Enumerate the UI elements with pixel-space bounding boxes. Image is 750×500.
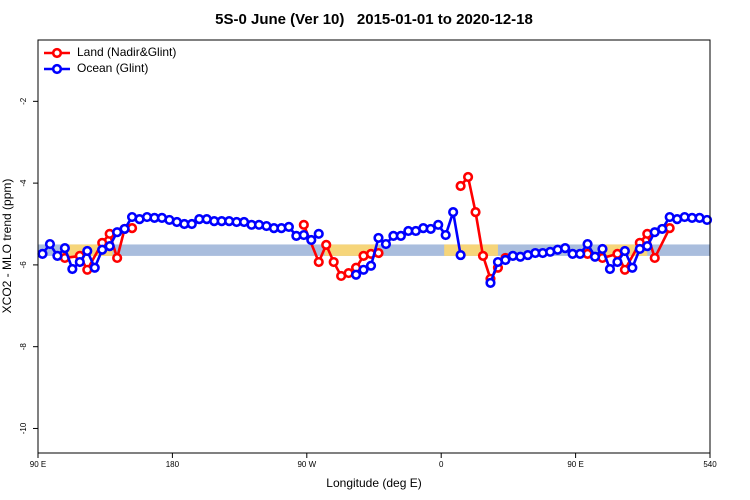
point (283, 221, 294, 232)
point (500, 254, 511, 266)
point (104, 240, 115, 252)
x-tick-label: 0 (439, 460, 444, 469)
y-tick-label: -6 (19, 261, 28, 269)
point (59, 243, 70, 254)
point (298, 229, 309, 241)
y-tick-label: -4 (19, 179, 28, 187)
x-axis-label: Longitude (deg E) (326, 476, 421, 490)
point (477, 250, 489, 262)
point (321, 239, 332, 250)
legend-label: Land (Nadir&Glint) (77, 45, 176, 59)
point (365, 260, 377, 271)
x-tick-label: 90 E (30, 460, 46, 469)
y-tick-label: -8 (19, 343, 28, 351)
point (627, 262, 638, 273)
chart-title: 5S-0 June (Ver 10) 2015-01-01 to 2020-12… (215, 11, 533, 28)
point (119, 223, 130, 235)
point (350, 269, 362, 280)
point (455, 180, 466, 192)
point (701, 214, 713, 226)
legend: Land (Nadir&Glint) Ocean (Glint) (44, 45, 176, 75)
point (306, 234, 317, 246)
y-axis-label: XCO2 - MLO trend (ppm) (0, 179, 14, 314)
point (649, 252, 660, 264)
point (440, 229, 451, 241)
point (74, 256, 85, 268)
y-tick-label: -10 (19, 422, 28, 434)
point (574, 248, 586, 259)
point (455, 249, 466, 261)
point (657, 223, 668, 235)
point (604, 263, 616, 275)
point (425, 223, 436, 235)
point (313, 228, 324, 239)
point (560, 243, 571, 254)
x-tick-label: 540 (703, 460, 717, 469)
point (462, 171, 474, 183)
axes: 90 E 180 90 W 0 90 E 540 -10 -8 -6 -4 -2 (19, 97, 717, 469)
plot-frame (37, 39, 711, 454)
point (44, 238, 56, 250)
point (597, 243, 608, 255)
band (324, 244, 379, 256)
x-tick-label: 90 E (567, 460, 583, 469)
point (298, 219, 309, 230)
band (444, 244, 498, 256)
y-tick-label: -2 (19, 97, 28, 105)
point (582, 238, 593, 250)
point (380, 238, 392, 250)
point (589, 251, 601, 262)
point (485, 277, 496, 288)
point (37, 248, 48, 259)
x-tick-label: 180 (166, 460, 180, 469)
point (89, 262, 100, 273)
point (373, 232, 384, 244)
point (97, 244, 108, 255)
legend-label: Ocean (Glint) (77, 61, 148, 75)
point (186, 218, 197, 230)
point (358, 264, 369, 275)
legend-marker (51, 63, 63, 75)
point (433, 219, 444, 230)
point (395, 230, 406, 241)
point (642, 240, 653, 252)
point (470, 207, 481, 218)
point (619, 245, 630, 257)
x-tick-label: 90 W (297, 460, 316, 469)
point (313, 256, 324, 268)
point (67, 263, 78, 275)
point (52, 250, 63, 262)
point (612, 256, 623, 268)
point (448, 207, 459, 218)
point (112, 252, 123, 264)
legend-marker (51, 47, 63, 59)
plot (37, 171, 713, 288)
point (328, 256, 339, 268)
point (82, 245, 93, 257)
